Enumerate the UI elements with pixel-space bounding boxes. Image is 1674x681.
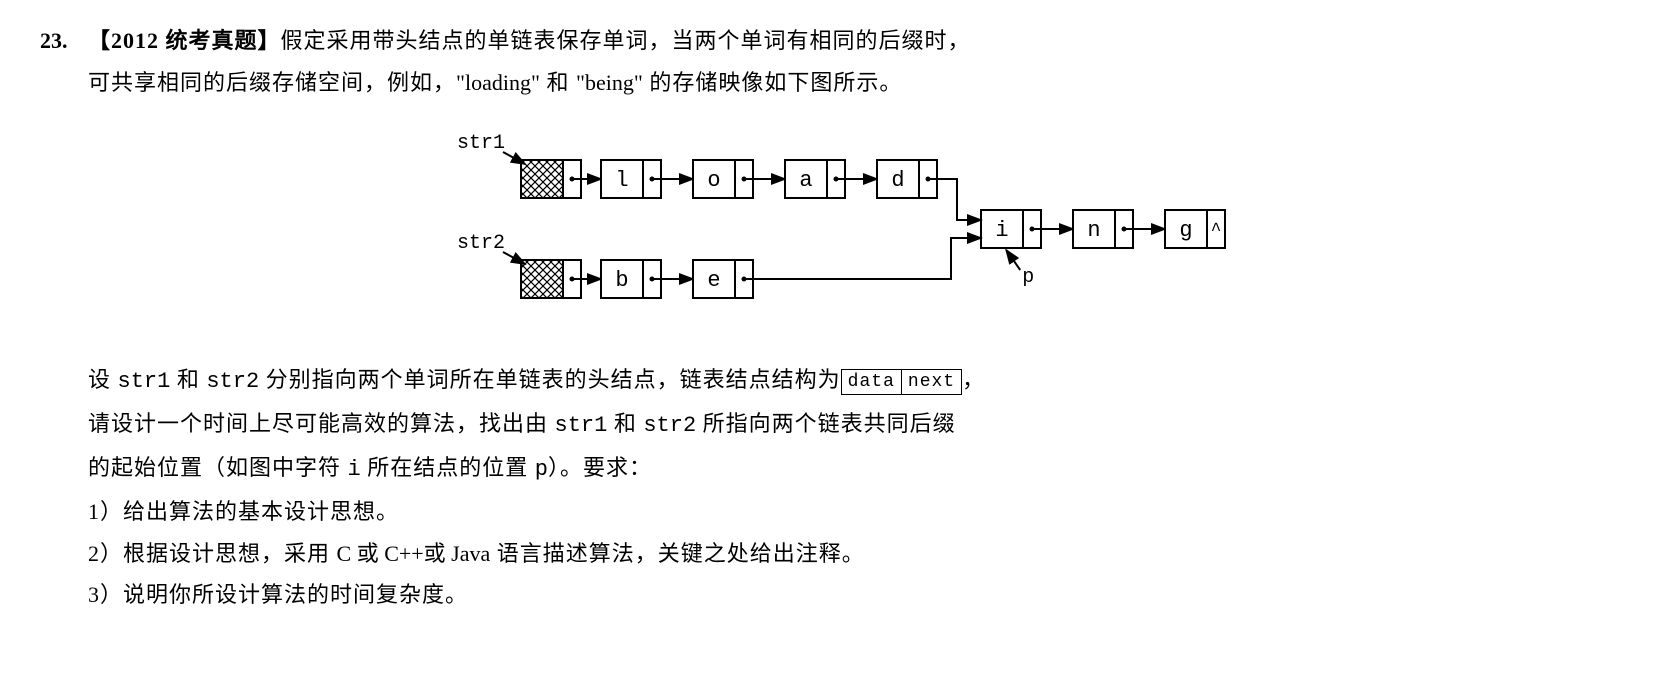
svg-text:n: n (1087, 218, 1100, 243)
svg-text:d: d (891, 168, 904, 193)
req-1: 1）给出算法的基本设计思想。 (88, 491, 1634, 533)
question-body: 【2012 统考真题】假定采用带头结点的单链表保存单词，当两个单词有相同的后缀时… (88, 20, 1634, 616)
svg-text:str2: str2 (457, 232, 505, 255)
question-23: 23. 【2012 统考真题】假定采用带头结点的单链表保存单词，当两个单词有相同… (40, 20, 1634, 616)
svg-text:i: i (995, 218, 1008, 243)
line-2: 可共享相同的后缀存储空间，例如，"loading" 和 "being" 的存储映… (88, 62, 1634, 104)
svg-text:^: ^ (1211, 221, 1222, 241)
svg-text:str1: str1 (457, 132, 505, 155)
line-3: 设 str1 和 str2 分别指向两个单词所在单链表的头结点，链表结点结构为d… (88, 359, 1634, 403)
svg-text:p: p (1022, 266, 1034, 289)
line-1: 【2012 统考真题】假定采用带头结点的单链表保存单词，当两个单词有相同的后缀时… (88, 20, 1634, 62)
svg-text:e: e (707, 268, 720, 293)
linked-list-diagram: str1 l o a d i n g ^ str2 b e p (88, 110, 1634, 340)
line-4: 请设计一个时间上尽可能高效的算法，找出由 str1 和 str2 所指向两个链表… (88, 403, 1634, 447)
svg-text:g: g (1179, 218, 1192, 243)
line-5: 的起始位置（如图中字符 i 所在结点的位置 p）。要求： (88, 447, 1634, 491)
svg-text:b: b (615, 268, 628, 293)
svg-text:a: a (799, 168, 812, 193)
source-tag: 【2012 统考真题】 (88, 28, 281, 53)
svg-text:o: o (707, 168, 720, 193)
node-struct-box: datanext (841, 369, 962, 395)
svg-text:l: l (615, 168, 628, 193)
question-number: 23. (40, 20, 88, 616)
req-3: 3）说明你所设计算法的时间复杂度。 (88, 574, 1634, 616)
req-2: 2）根据设计思想，采用 C 或 C++或 Java 语言描述算法，关键之处给出注… (88, 533, 1634, 575)
